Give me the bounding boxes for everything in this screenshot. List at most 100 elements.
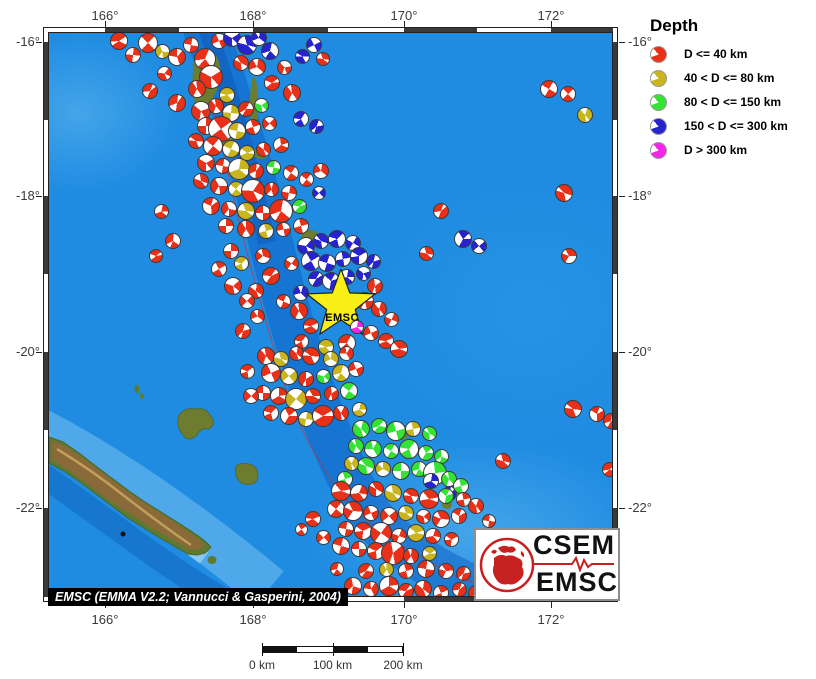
focal-mechanism-y — [421, 545, 437, 561]
focal-mechanism-r — [235, 323, 251, 339]
scalebar-tick — [332, 643, 334, 656]
focal-mechanism-r — [110, 33, 128, 50]
focal-mechanism-g — [418, 445, 434, 461]
focal-mechanism-r — [414, 580, 432, 596]
focal-mechanism-g — [340, 382, 358, 400]
depth-legend: Depth D <= 40 km 40 < D <= 80 km 80 < D <=… — [650, 16, 788, 165]
focal-mechanism-r — [239, 293, 255, 309]
focal-mechanism-r — [601, 461, 612, 477]
focal-mechanism-r — [312, 405, 334, 427]
focal-mechanism-y — [222, 140, 240, 158]
island-lifou — [177, 408, 214, 440]
focal-mechanism-r — [338, 345, 354, 361]
frame-segment — [404, 28, 477, 32]
legend-beachball-icon — [650, 117, 667, 135]
csem-emsc-logo: CSEM EMSC — [474, 528, 620, 601]
focal-mechanism-r — [142, 83, 158, 99]
legend-rows: D <= 40 km 40 < D <= 80 km 80 < D <= 150 k… — [650, 45, 788, 159]
frame-segment — [613, 42, 617, 120]
focal-mechanism-g — [421, 425, 437, 441]
logo-text-csem: CSEM — [533, 530, 616, 560]
focal-mechanism-b — [251, 33, 267, 46]
legend-entry: D > 300 km — [650, 141, 788, 159]
frame-segment — [105, 28, 179, 32]
focal-mechanism-r — [294, 522, 308, 536]
focal-mechanism-g — [265, 159, 281, 175]
focal-mechanism-r — [338, 521, 354, 537]
focal-mechanism-b — [365, 253, 381, 269]
emsc-event-star-label: EMSC — [325, 312, 359, 324]
focal-mechanism-r — [156, 65, 172, 81]
focal-mechanism-g — [383, 443, 399, 459]
frame-segment — [404, 597, 477, 601]
focal-mechanism-r — [263, 405, 279, 421]
legend-entry-label: D > 300 km — [684, 143, 748, 157]
legend-entry: 40 < D <= 80 km — [650, 69, 788, 87]
focal-mechanism-r — [332, 537, 350, 555]
axis-label-bottom: 170° — [390, 612, 418, 627]
land-new-caledonia-ridge — [56, 447, 192, 547]
focal-mechanism-y — [405, 421, 421, 437]
focal-mechanism-r — [564, 400, 582, 418]
focal-mechanism-y — [258, 223, 274, 239]
focal-mechanism-r — [433, 203, 449, 219]
focal-mechanism-r — [603, 413, 612, 429]
legend-beachball-icon — [650, 45, 667, 63]
focal-mechanism-r — [363, 325, 379, 341]
axis-tick-right — [619, 508, 625, 509]
focal-mechanism-r — [403, 548, 419, 564]
focal-mechanism-r — [482, 514, 496, 528]
focal-mechanism-r — [262, 267, 280, 285]
island-isle-of-pines — [207, 556, 217, 564]
focal-mechanism-b — [355, 265, 371, 281]
focal-mechanism-g — [399, 439, 419, 459]
focal-mechanism-r — [281, 185, 297, 201]
focal-mechanism-r — [138, 33, 158, 53]
focal-mechanism-g — [386, 421, 406, 441]
focal-mechanism-r — [433, 585, 449, 596]
focal-mechanism-r — [149, 249, 163, 263]
focal-mechanism-r — [418, 245, 434, 261]
focal-mechanism-y — [237, 202, 255, 220]
focal-mechanism-r — [419, 489, 439, 509]
focal-mechanism-r — [168, 94, 186, 112]
focal-mechanism-r — [255, 141, 271, 157]
focal-mechanism-b — [328, 230, 346, 248]
axis-tick-bottom — [551, 602, 552, 608]
trough-dark-band — [49, 465, 235, 596]
focal-mechanism-g — [392, 462, 410, 480]
legend-title: Depth — [650, 16, 699, 35]
focal-mechanism-r — [443, 531, 459, 547]
focal-mechanism-r — [315, 529, 331, 545]
focal-mechanism-y — [280, 367, 298, 385]
focal-mechanism-r — [379, 576, 399, 596]
focal-mechanism-r — [363, 505, 379, 521]
attribution-banner: EMSC (EMMA V2.2; Vannucci & Gasperini, 2… — [48, 588, 348, 606]
focal-mechanism-r — [390, 340, 408, 358]
focal-mechanism-r — [290, 302, 308, 320]
axis-label-top: 170° — [390, 8, 418, 23]
focal-mechanism-y — [398, 505, 414, 521]
focal-mechanism-r — [305, 511, 321, 527]
axis-label-left: -22° — [16, 500, 40, 515]
legend-entry-label: 40 < D <= 80 km — [684, 71, 775, 85]
focal-mechanism-r — [261, 115, 277, 131]
focal-mechanism-r — [275, 221, 291, 237]
focal-mechanism-r — [403, 488, 419, 504]
legend-entry-label: 80 < D <= 150 km — [684, 95, 782, 109]
focal-mechanism-r — [330, 562, 344, 576]
frame-segment — [44, 42, 48, 120]
focal-mechanism-g — [348, 438, 364, 454]
focal-mechanism-r — [438, 563, 454, 579]
focal-mechanism-r — [358, 563, 374, 579]
focal-mechanism-r — [197, 154, 215, 172]
focal-mechanism-r — [248, 58, 266, 76]
focal-mechanism-r — [188, 133, 204, 149]
focal-mechanism-r — [237, 220, 255, 238]
focal-mechanism-r — [249, 308, 265, 324]
axis-label-bottom: 166° — [91, 612, 119, 627]
focal-mechanism-y — [384, 484, 402, 502]
focal-mechanism-b — [306, 37, 322, 53]
axis-label-right: -20° — [628, 344, 652, 359]
